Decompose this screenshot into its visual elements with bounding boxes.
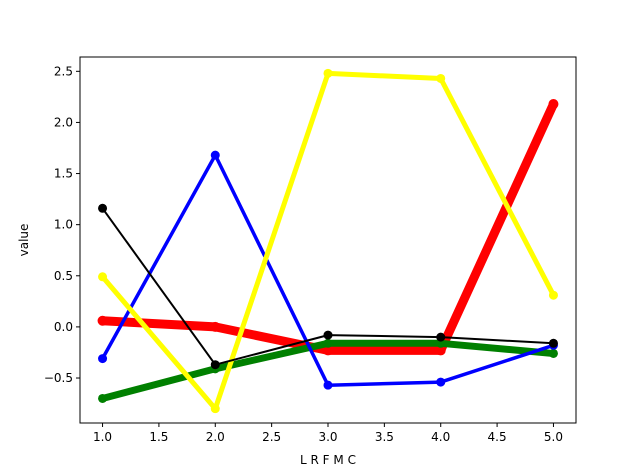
x-tick-label: 2.0	[206, 430, 225, 444]
data-point	[323, 330, 333, 340]
data-point	[436, 73, 446, 83]
data-point	[323, 68, 333, 78]
x-tick-label: 1.0	[93, 430, 112, 444]
y-tick-label: 2.5	[54, 64, 73, 78]
data-point	[97, 315, 108, 326]
data-point	[323, 345, 333, 356]
series-4	[98, 203, 558, 370]
series-2	[98, 150, 558, 390]
data-point	[548, 338, 558, 348]
data-point	[210, 360, 220, 370]
x-tick-label: 4.0	[431, 430, 450, 444]
data-point	[98, 272, 108, 282]
y-tick-label: 0.5	[54, 269, 73, 283]
x-tick-label: 4.5	[488, 430, 507, 444]
x-tick-label: 3.5	[375, 430, 394, 444]
data-point	[210, 321, 221, 332]
y-tick-label: 1.5	[54, 167, 73, 181]
x-tick-label: 2.5	[262, 430, 281, 444]
x-axis-label: L R F M C	[300, 453, 356, 467]
data-point	[436, 332, 446, 342]
data-point	[323, 338, 333, 348]
y-axis-label: value	[17, 224, 31, 257]
data-point	[548, 99, 559, 110]
data-point	[98, 203, 108, 213]
data-point	[323, 380, 333, 390]
data-point	[548, 290, 558, 300]
data-point	[98, 393, 108, 403]
y-tick-label: 1.0	[54, 218, 73, 232]
y-tick-label: 2.0	[54, 115, 73, 129]
data-point	[548, 348, 558, 358]
y-tick-label: −0.5	[44, 371, 73, 385]
data-point	[210, 150, 220, 160]
data-point	[98, 354, 108, 364]
x-tick-label: 1.5	[149, 430, 168, 444]
series-3	[98, 68, 558, 414]
data-point	[210, 404, 220, 414]
x-tick-label: 3.0	[318, 430, 337, 444]
series-layer	[97, 68, 559, 414]
x-tick-label: 5.0	[544, 430, 563, 444]
tick-layer: 1.0 1.5 2.0 2.5 3.0 3.5 4.0 4.5 5.0 2.5 2.0 1.5 1.0 0…	[44, 64, 563, 444]
series-0	[97, 99, 559, 356]
data-point	[435, 345, 446, 356]
data-point	[436, 377, 446, 387]
y-tick-label: 0.0	[54, 320, 73, 334]
